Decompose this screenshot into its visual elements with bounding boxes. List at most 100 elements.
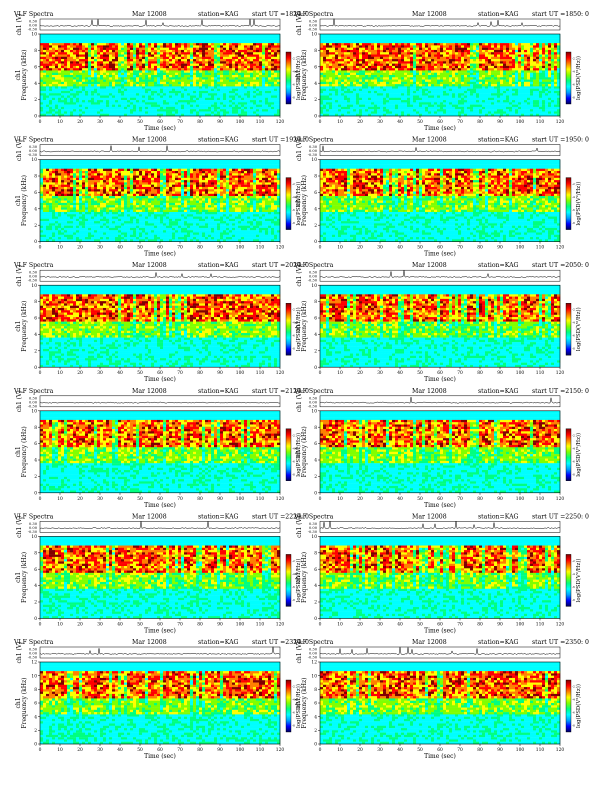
frequency-axis-label: Frequency (kHz): [301, 426, 308, 477]
x-tick-label: 50: [137, 622, 143, 627]
spectrogram-heatmap: [40, 285, 280, 367]
x-tick-label: 100: [236, 497, 245, 502]
y-tick-label: 0: [34, 617, 37, 622]
colorbar-tick-label: -6: [292, 334, 295, 338]
colorbar-tick-label: -8: [292, 472, 295, 476]
time-axis-label: Time (sec): [424, 627, 456, 634]
panel-date: Mar 12008: [412, 513, 447, 520]
frequency-axis-label: Frequency (kHz): [301, 301, 308, 352]
channel-label: ch1: [15, 572, 22, 583]
x-tick-label: 110: [256, 371, 265, 376]
time-axis-label: Time (sec): [144, 376, 176, 383]
x-tick-label: 70: [177, 246, 183, 251]
colorbar-tick-label: -2: [292, 433, 295, 437]
panel-station: station=KAG: [198, 388, 239, 395]
waveform-axis-label: ch1 (V): [16, 265, 23, 287]
y-tick-label: 10: [311, 674, 317, 679]
panel-date: Mar 12008: [412, 137, 447, 144]
y-tick-label: 10: [31, 158, 37, 163]
frequency-axis-label: Frequency (kHz): [301, 552, 308, 603]
colorbar-tick-label: -2: [292, 57, 295, 61]
colorbar-tick-label: -6: [572, 83, 575, 87]
spectrogram-heatmap: [320, 160, 560, 242]
x-tick-label: 90: [497, 120, 503, 125]
y-tick-label: 4: [314, 584, 317, 589]
colorbar-tick-label: -8: [292, 347, 295, 351]
waveform-tick-label: -0.30: [28, 28, 38, 32]
colorbar-tick-label: -6: [292, 83, 295, 87]
x-tick-label: 70: [177, 371, 183, 376]
x-tick-label: 120: [276, 622, 285, 627]
channel-label: ch1: [295, 572, 302, 583]
colorbar-tick-label: -4: [572, 572, 575, 576]
x-tick-label: 100: [236, 120, 245, 125]
x-tick-label: 30: [377, 120, 383, 125]
y-tick-label: 4: [34, 584, 37, 589]
colorbar-tick-label: -8: [572, 96, 575, 100]
y-tick-label: 6: [34, 442, 37, 447]
colorbar-tick-label: -4: [572, 446, 575, 450]
y-tick-label: 0: [34, 115, 37, 120]
y-tick-label: 8: [34, 551, 37, 556]
colorbar: [566, 680, 571, 732]
waveform-axis-label: ch1 (V): [296, 139, 303, 161]
x-tick-label: 20: [357, 246, 363, 251]
x-tick-label: 120: [556, 748, 565, 753]
panel-station: station=KAG: [478, 388, 519, 395]
panel-date: Mar 12008: [132, 11, 167, 18]
x-tick-label: 20: [357, 748, 363, 753]
colorbar-tick-label: -8: [572, 221, 575, 225]
waveform-tick-label: -0.30: [28, 656, 38, 660]
colorbar: [286, 52, 291, 104]
y-tick-label: 0: [34, 491, 37, 496]
x-tick-label: 100: [236, 371, 245, 376]
channel-label: ch1: [295, 195, 302, 206]
channel-label: ch1: [295, 321, 302, 332]
y-tick-label: 8: [314, 551, 317, 556]
y-tick-label: 2: [314, 98, 317, 103]
time-axis-label: Time (sec): [424, 251, 456, 258]
x-tick-label: 70: [457, 748, 463, 753]
panel-station: station=KAG: [198, 262, 239, 269]
colorbar-tick-label: -2: [572, 308, 575, 312]
y-tick-label: 4: [34, 82, 37, 87]
panel-start-time: start UT =2350: 0: [532, 639, 589, 646]
x-tick-label: 30: [377, 371, 383, 376]
x-tick-label: 40: [397, 497, 403, 502]
time-axis-label: Time (sec): [144, 125, 176, 132]
chart-panel: VLF Spectra Mar 12008 station=KAG start UT …: [293, 11, 589, 132]
colorbar-tick-label: -6: [572, 585, 575, 589]
colorbar-tick-label: -2: [572, 433, 575, 437]
y-tick-label: 4: [314, 207, 317, 212]
panel-date: Mar 12008: [132, 388, 167, 395]
x-tick-label: 30: [97, 120, 103, 125]
x-tick-label: 50: [417, 120, 423, 125]
panel-start-time: start UT =1850: 0: [532, 11, 589, 18]
x-tick-label: 50: [417, 246, 423, 251]
y-tick-label: 8: [34, 300, 37, 305]
colorbar-tick-label: -6: [292, 711, 295, 715]
spectrogram-heatmap: [40, 34, 280, 116]
colorbar: [566, 429, 571, 481]
x-tick-label: 20: [357, 497, 363, 502]
colorbar-tick-label: -8: [572, 598, 575, 602]
panel-date: Mar 12008: [132, 639, 167, 646]
x-tick-label: 90: [217, 120, 223, 125]
frequency-axis-label: Frequency (kHz): [21, 175, 28, 226]
x-tick-label: 110: [536, 622, 545, 627]
colorbar-tick-label: -8: [292, 724, 295, 728]
x-tick-label: 40: [117, 748, 123, 753]
time-axis-label: Time (sec): [144, 251, 176, 258]
x-tick-label: 40: [117, 622, 123, 627]
x-tick-label: 30: [97, 622, 103, 627]
waveform-axis-label: ch1 (V): [16, 139, 23, 161]
colorbar-tick-label: -2: [572, 559, 575, 563]
time-axis-label: Time (sec): [144, 627, 176, 634]
colorbar: [286, 303, 291, 355]
colorbar: [286, 554, 291, 606]
x-tick-label: 20: [357, 120, 363, 125]
y-tick-label: 2: [34, 729, 37, 734]
panel-station: station=KAG: [478, 137, 519, 144]
panel-start-time: start UT =2150: 0: [532, 388, 589, 395]
waveform-axis-label: ch1 (V): [296, 14, 303, 36]
